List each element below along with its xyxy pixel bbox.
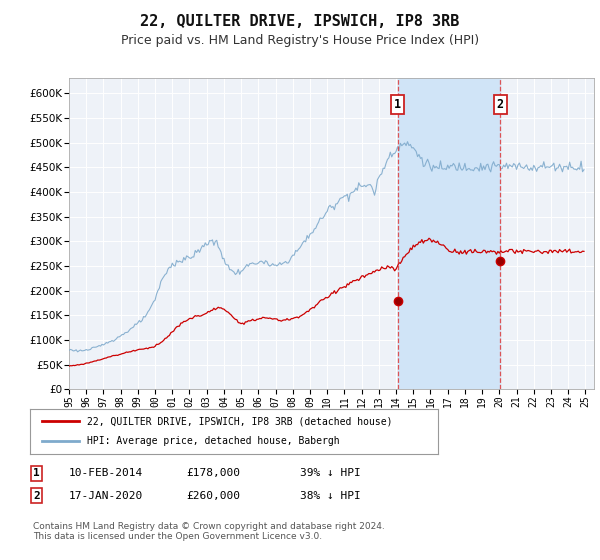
Text: 22, QUILTER DRIVE, IPSWICH, IP8 3RB: 22, QUILTER DRIVE, IPSWICH, IP8 3RB	[140, 14, 460, 29]
Text: 1: 1	[33, 468, 40, 478]
Text: 1: 1	[394, 99, 401, 111]
Text: Price paid vs. HM Land Registry's House Price Index (HPI): Price paid vs. HM Land Registry's House …	[121, 34, 479, 46]
Text: 39% ↓ HPI: 39% ↓ HPI	[300, 468, 361, 478]
Text: 2: 2	[33, 491, 40, 501]
Text: 22, QUILTER DRIVE, IPSWICH, IP8 3RB (detached house): 22, QUILTER DRIVE, IPSWICH, IP8 3RB (det…	[87, 416, 392, 426]
Text: 17-JAN-2020: 17-JAN-2020	[69, 491, 143, 501]
Text: 10-FEB-2014: 10-FEB-2014	[69, 468, 143, 478]
Text: £260,000: £260,000	[186, 491, 240, 501]
Text: 38% ↓ HPI: 38% ↓ HPI	[300, 491, 361, 501]
Bar	[398, 78, 500, 389]
Text: Contains HM Land Registry data © Crown copyright and database right 2024.
This d: Contains HM Land Registry data © Crown c…	[33, 522, 385, 542]
Text: HPI: Average price, detached house, Babergh: HPI: Average price, detached house, Babe…	[87, 436, 340, 446]
Text: 2: 2	[497, 99, 504, 111]
Text: £178,000: £178,000	[186, 468, 240, 478]
